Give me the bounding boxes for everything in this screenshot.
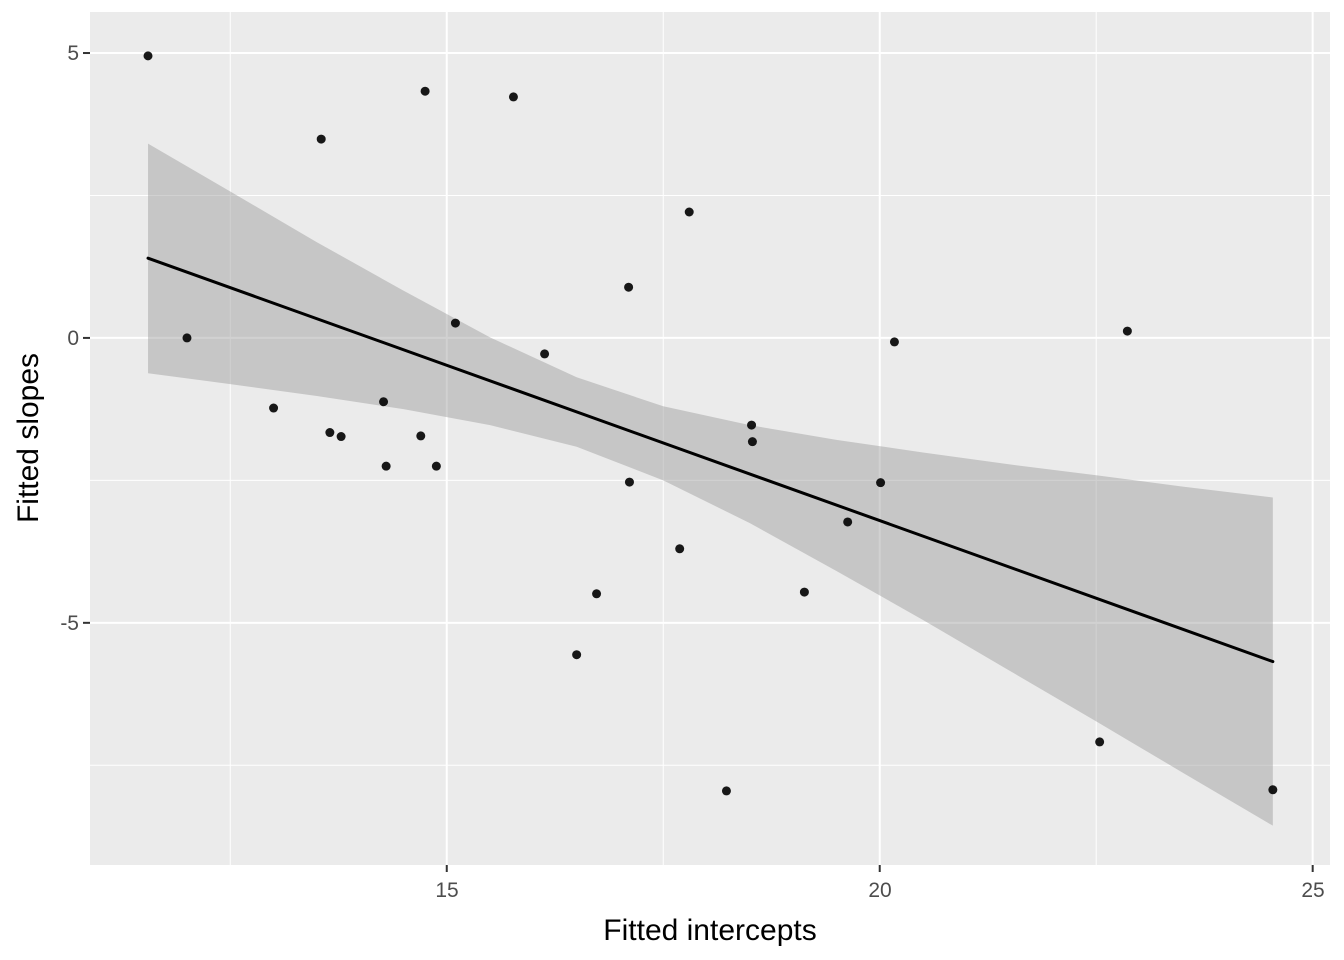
data-point <box>269 403 279 413</box>
gridlines <box>90 12 1330 865</box>
data-point <box>336 432 346 442</box>
data-point <box>889 337 899 347</box>
data-point <box>799 587 809 597</box>
x-tick-label-25: 25 <box>1301 879 1324 902</box>
data-point <box>379 397 389 407</box>
y-tick-label-0: 0 <box>67 327 79 350</box>
data-point <box>420 86 430 96</box>
data-points <box>143 51 1278 796</box>
data-point <box>182 333 192 343</box>
data-point <box>843 517 853 527</box>
data-point <box>1095 737 1105 747</box>
x-axis-tick-labels: 15 20 25 <box>435 879 1324 902</box>
data-point <box>431 461 441 471</box>
data-point <box>316 134 326 144</box>
axis-tick-marks <box>83 52 1314 872</box>
data-point <box>684 207 694 217</box>
data-point <box>721 786 731 796</box>
data-point <box>876 478 886 488</box>
x-axis-title: Fitted intercepts <box>603 914 816 947</box>
data-point <box>1268 785 1278 795</box>
data-point <box>747 420 757 430</box>
data-point <box>572 650 582 660</box>
x-tick-label-20: 20 <box>868 879 891 902</box>
data-point <box>592 589 602 599</box>
data-point <box>143 51 153 61</box>
y-tick-label-5: 5 <box>67 42 79 65</box>
data-point <box>450 318 460 328</box>
confidence-band-polygon <box>148 143 1273 826</box>
plot-panel <box>90 12 1330 865</box>
data-point <box>675 544 685 554</box>
y-tick-label-neg5: -5 <box>60 612 79 635</box>
data-point <box>325 428 335 438</box>
x-tick-label-15: 15 <box>435 879 458 902</box>
data-point <box>508 92 518 102</box>
confidence-band <box>148 143 1273 826</box>
data-point <box>1122 326 1132 336</box>
data-point <box>540 349 550 359</box>
y-axis-title: Fitted slopes <box>12 353 45 523</box>
regression-line <box>146 256 1275 664</box>
regression-line-segment <box>146 256 1275 664</box>
data-point <box>381 461 391 471</box>
y-axis-tick-labels: -5 0 5 <box>60 42 79 635</box>
data-point <box>747 437 757 447</box>
data-point <box>416 431 426 441</box>
data-point <box>624 282 634 292</box>
data-point <box>624 477 634 487</box>
